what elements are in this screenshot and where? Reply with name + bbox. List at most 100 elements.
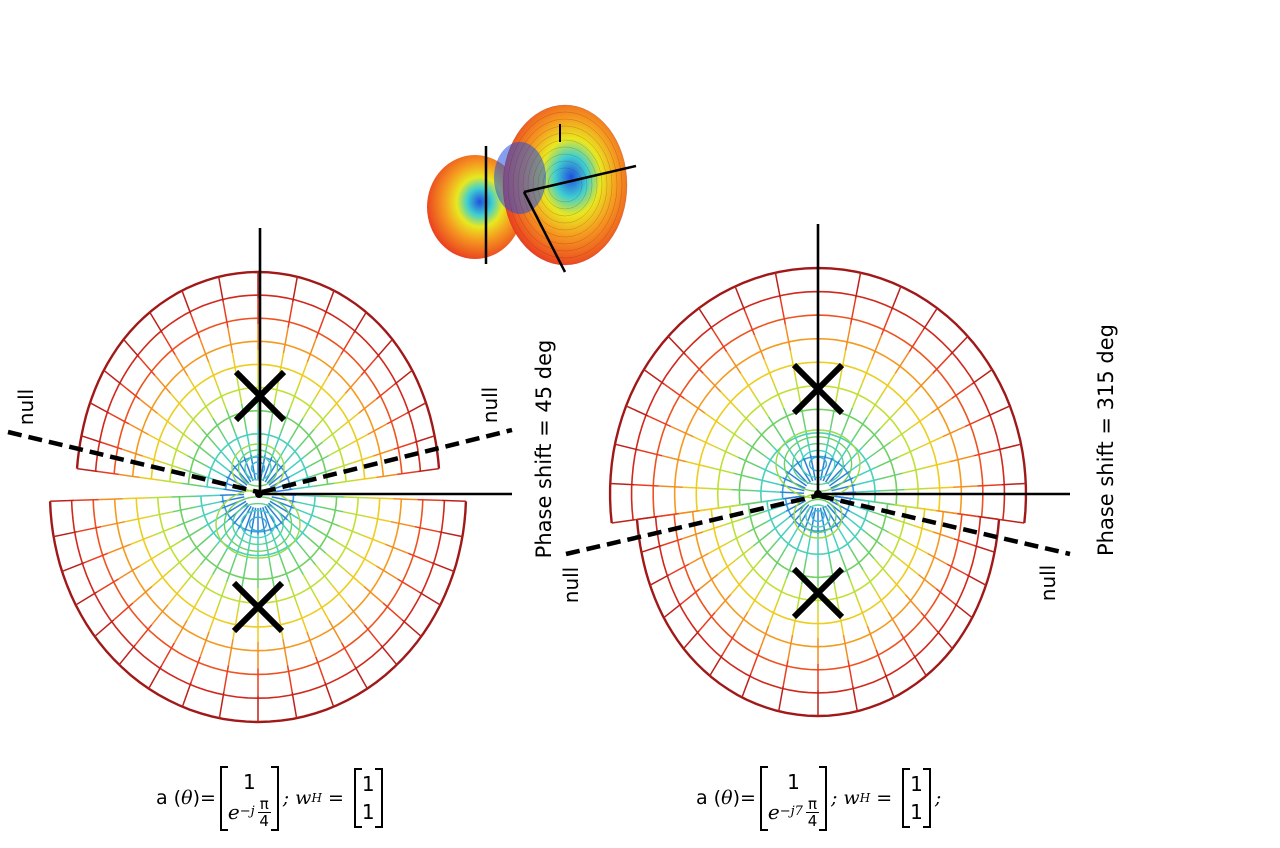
left-lower-lobe-spoke — [84, 552, 109, 564]
left-lower-lobe-spoke — [401, 619, 422, 637]
left-lower-lobe-spoke — [286, 665, 293, 692]
right-lower-lobe-spoke — [846, 516, 866, 533]
right-lower-lobe-spoke — [849, 510, 870, 523]
right-lower-lobe-spoke — [904, 594, 922, 614]
right-lower-lobe-spoke — [889, 576, 906, 596]
left-lower-lobe-spoke — [319, 506, 344, 513]
left-lower-lobe-spoke — [390, 520, 415, 528]
right-lower-lobe-spoke — [699, 574, 719, 590]
left-upper-lobe-spoke — [234, 433, 245, 458]
left-upper-lobe-spoke — [236, 378, 243, 405]
left-upper-lobe-spoke — [210, 455, 230, 472]
right-upper-lobe-spoke — [878, 472, 903, 480]
right-lower-lobe-spoke — [936, 509, 958, 515]
left-lower-lobe-spoke — [279, 556, 291, 583]
right-upper-lobe-spoke — [819, 454, 827, 481]
right-lower-lobe-spoke — [777, 685, 785, 712]
right-lower-lobe-spoke — [873, 558, 891, 578]
right-upper-lobe-spoke — [908, 329, 924, 353]
right-lower-lobe-spoke — [847, 660, 854, 686]
right-null-line-right — [819, 493, 1071, 557]
left-lower-lobe-spoke — [289, 551, 304, 575]
left-lower-lobe-spoke — [407, 552, 432, 564]
blob-mesh-line — [502, 104, 628, 266]
right-lower-lobe-spoke — [849, 548, 864, 571]
left-lower-lobe-spoke — [203, 513, 226, 528]
left-minor-lobe-lower — [248, 516, 268, 532]
right-upper-lobe-spoke — [926, 460, 951, 469]
left-lower-lobe-spoke — [282, 524, 300, 546]
right-upper-lobe-spoke — [663, 383, 685, 400]
left-upper-lobe-spoke — [334, 479, 356, 484]
eq-suffix: )= — [732, 787, 756, 809]
right-upper-lobe-spoke — [779, 298, 787, 325]
right-upper-lobe-spoke — [610, 482, 635, 486]
right-lower-lobe-spoke — [900, 633, 915, 655]
fraction-numerator: π — [805, 794, 819, 813]
left-minor-lobe-upper — [237, 449, 279, 487]
right-lower-lobe-spoke — [708, 542, 729, 555]
left-lower-lobe-spoke — [199, 574, 214, 598]
left-upper-lobe-spoke — [264, 460, 279, 483]
left-upper-lobe-spoke — [397, 470, 419, 476]
left-upper-lobe-spoke — [417, 467, 440, 473]
left-lower-lobe-spoke — [122, 497, 148, 500]
left-upper-lobe-spoke — [181, 482, 203, 487]
left-lower-lobe-spoke — [148, 665, 163, 689]
right-lower-lobe-spoke — [973, 544, 995, 553]
right-lower-lobe-spoke — [776, 522, 794, 542]
left-lower-lobe-spoke — [208, 519, 229, 538]
left-lower-lobe-spoke — [264, 505, 279, 530]
left-lower-lobe-spoke — [167, 584, 185, 606]
left-lower-lobe-spoke — [181, 526, 204, 541]
left-lower-lobe-spoke — [290, 513, 313, 528]
right-lower-lobe-spoke — [747, 590, 761, 613]
right-upper-lobe-spoke — [773, 383, 785, 409]
right-upper-lobe-spoke — [785, 470, 808, 487]
right-lower-lobe-spoke — [892, 517, 914, 527]
right-upper-lobe-spoke — [987, 405, 1011, 417]
left-lower-lobe-spoke — [376, 565, 399, 580]
left-lower-lobe-spoke — [198, 507, 223, 518]
right-phase-shift-label: Phase shift = 315 deg — [1094, 324, 1118, 557]
right-upper-lobe-spoke — [902, 466, 927, 474]
left-lower-lobe-spoke — [323, 681, 335, 707]
left-lower-lobe-spoke — [295, 501, 320, 508]
right-upper-lobe-spoke — [1000, 518, 1025, 524]
left-lower-lobe-spoke — [94, 619, 115, 637]
left-upper-lobe-spoke — [376, 338, 393, 358]
right-upper-lobe-spoke — [634, 483, 659, 487]
right-null-label-lower-right: null — [1036, 564, 1060, 602]
left-lower-lobe-spoke — [296, 494, 321, 497]
left-lower-lobe-spoke — [417, 498, 442, 502]
right-minor-lobe-lower — [805, 504, 831, 528]
right-upper-lobe-spoke — [971, 368, 993, 385]
phase-fraction: π 4 — [805, 794, 819, 829]
right-lower-lobe-spoke — [762, 498, 784, 503]
left-upper-lobe-spoke — [376, 473, 398, 479]
left-lower-lobe-spoke — [362, 534, 386, 545]
left-upper-lobe-spoke — [212, 417, 227, 440]
left-upper-lobe-spoke — [347, 433, 368, 446]
right-lower-lobe-spoke — [636, 515, 659, 521]
left-lower-lobe-spoke — [297, 606, 308, 633]
right-upper-lobe-spoke — [784, 324, 792, 351]
left-upper-lobe-spoke — [103, 369, 123, 386]
left-lower-lobe-spoke — [199, 631, 210, 658]
left-lower-lobe-spoke — [341, 642, 356, 667]
right-upper-lobe-spoke — [767, 416, 784, 440]
left-upper-lobe-spoke — [76, 467, 99, 473]
right-upper-lobe-spoke — [928, 486, 954, 490]
right-lower-lobe-spoke — [862, 569, 877, 592]
right-lower-lobe-spoke — [702, 524, 724, 533]
right-upper-lobe-spoke — [643, 368, 665, 385]
right-upper-lobe-spoke — [844, 324, 852, 351]
right-lower-lobe-spoke — [792, 504, 810, 524]
right-upper-lobe-spoke — [662, 455, 687, 463]
right-upper-lobe-spoke — [737, 456, 761, 469]
right-upper-lobe-spoke — [712, 329, 728, 353]
right-upper-lobe-spoke — [824, 428, 832, 455]
eq-prefix: a ( — [696, 787, 722, 809]
right-upper-lobe-spoke — [809, 454, 817, 481]
left-lower-lobe-spoke — [98, 497, 123, 501]
